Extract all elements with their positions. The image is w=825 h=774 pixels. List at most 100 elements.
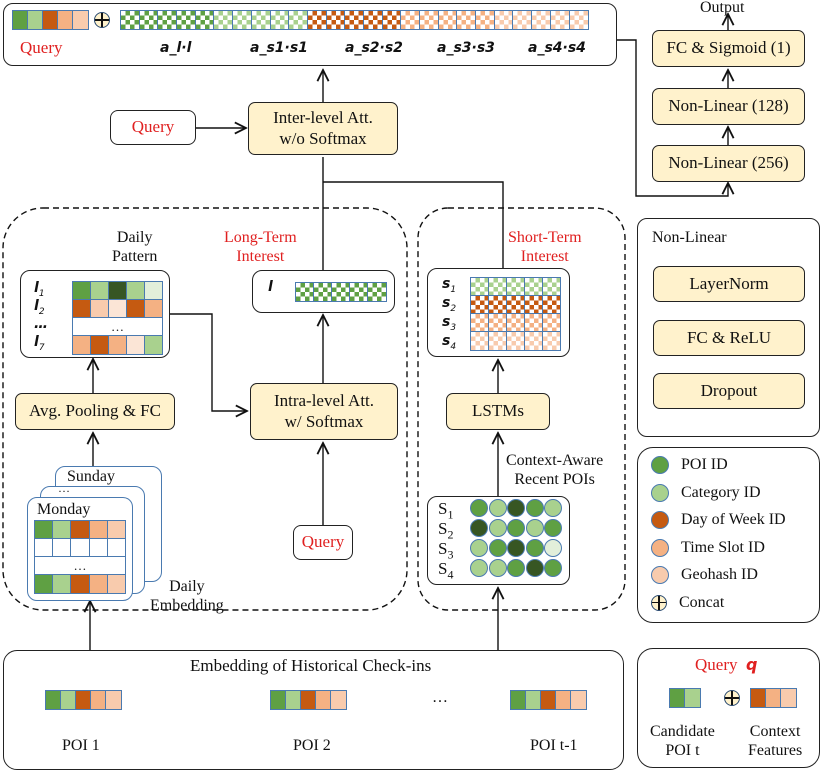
poi-circle <box>507 519 525 537</box>
embedding-cell <box>471 314 489 331</box>
s-row <box>471 332 560 350</box>
embedding-cell <box>532 11 551 29</box>
candidate-label: Candidate POI t <box>650 723 715 760</box>
poi-label: POI 1 <box>62 737 100 754</box>
daily-embedding-matrix: … <box>34 520 126 594</box>
embedding-cell <box>43 11 58 29</box>
poi-circle <box>488 519 507 537</box>
row-subscript: 4 <box>447 567 454 582</box>
legend-swatch <box>651 483 669 502</box>
daily-pattern-matrix: … <box>72 281 163 355</box>
day-row <box>35 521 126 539</box>
embedding-cell <box>145 336 162 354</box>
layer-label: FC & Sigmoid (1) <box>666 38 791 58</box>
pattern-row-label: l7 <box>34 334 45 353</box>
embedding-cell <box>35 521 54 538</box>
s-row <box>471 278 560 296</box>
weighted-term-label: a_s2·s2 <box>345 40 403 56</box>
day-row <box>35 575 126 593</box>
embedding-cell <box>91 691 106 709</box>
query-vector <box>12 10 89 30</box>
embedding-cell <box>766 689 781 707</box>
poi-circle <box>470 499 488 517</box>
query-legend-title: Query q <box>695 655 757 675</box>
embedding-cell <box>307 11 327 29</box>
weighted-term-label: a_s3·s3 <box>437 40 495 56</box>
embedding-cell <box>251 11 271 29</box>
legend-label: POI ID <box>681 456 728 473</box>
avg-pooling-fc: Avg. Pooling & FC <box>15 393 175 430</box>
embedding-cell <box>127 336 145 354</box>
embedding-cell <box>71 575 90 593</box>
intra-level-attention: Intra-level Att. w/ Softmax <box>250 383 398 440</box>
long-term-title: Long-Term Interest <box>224 229 297 266</box>
query-label: Query <box>131 117 175 137</box>
poi-circle <box>544 499 562 517</box>
poi-circle <box>470 519 488 537</box>
weighted-interest-vector <box>120 10 590 30</box>
embedding-cell <box>368 283 386 301</box>
embedding-cell <box>332 283 350 301</box>
embedding-cell <box>73 336 91 354</box>
short-term-title: Short-Term Interest <box>508 229 582 266</box>
embedding-cell <box>71 521 90 538</box>
embedding-cell <box>301 691 316 709</box>
embedding-cell <box>109 336 127 354</box>
embedding-cell <box>550 11 570 29</box>
nonlinear-128-layer: Non-Linear (128) <box>652 88 805 125</box>
legend-item: Day of Week ID <box>651 511 786 529</box>
embedding-cell <box>541 691 556 709</box>
s-row <box>471 314 560 332</box>
context-aware-label: Context-Aware Recent POIs <box>506 452 604 489</box>
poi-embedding-vector <box>45 690 122 710</box>
legend-label: Time Slot ID <box>681 538 765 556</box>
layer-label: LSTMs <box>472 401 524 421</box>
embedding-cell <box>489 332 507 350</box>
row-subscript: 1 <box>38 288 45 299</box>
embedding-cell <box>145 300 162 317</box>
embedding-cell <box>507 278 525 295</box>
embedding-cell <box>525 296 543 313</box>
embedding-cell <box>350 283 368 301</box>
more-days-label: … <box>58 481 70 495</box>
embedding-cell <box>91 282 109 299</box>
poi-circle <box>488 559 507 577</box>
output-label: Output <box>700 0 745 16</box>
weighted-term-label: a_l·l <box>160 40 192 56</box>
embedding-cell <box>507 314 525 331</box>
embedding-cell <box>507 296 525 313</box>
s-row-label: s2 <box>442 295 456 314</box>
row-symbol: l <box>34 298 39 314</box>
short-term-matrix <box>470 277 561 351</box>
monday-label: Monday <box>37 501 91 518</box>
embedding-cell <box>316 691 331 709</box>
query-label: Query <box>20 38 63 57</box>
poi-circle <box>470 559 488 577</box>
embedding-cell <box>494 11 514 29</box>
row-subscript: 2 <box>38 306 45 317</box>
query-label: Query <box>301 532 345 552</box>
q-symbol: q <box>745 655 758 674</box>
query-box: Query <box>110 110 196 145</box>
embedding-cell <box>127 282 145 299</box>
legend-item: Geohash ID <box>651 566 758 584</box>
row-subscript: 2 <box>447 527 454 542</box>
legend-swatch <box>651 511 669 529</box>
embedding-cell <box>363 11 383 29</box>
embedding-cell <box>525 332 543 350</box>
poi-circle <box>488 539 507 557</box>
layer-label: Non-Linear (128) <box>668 96 789 116</box>
embedding-cell <box>489 314 507 331</box>
embedding-cell <box>511 691 526 709</box>
poi-circle <box>525 559 544 577</box>
row-symbol: s <box>442 314 451 330</box>
embedding-cell <box>91 300 109 317</box>
weighted-term-label: a_s4·s4 <box>528 40 586 56</box>
pattern-row <box>73 336 162 354</box>
embedding-cell <box>286 691 301 709</box>
short-term-container <box>417 207 626 611</box>
daily-pattern-label: Daily Pattern <box>112 229 158 266</box>
legend-label: Day of Week ID <box>681 511 786 528</box>
embedding-cell <box>471 332 489 350</box>
nonlinear-256-layer: Non-Linear (256) <box>652 145 805 182</box>
